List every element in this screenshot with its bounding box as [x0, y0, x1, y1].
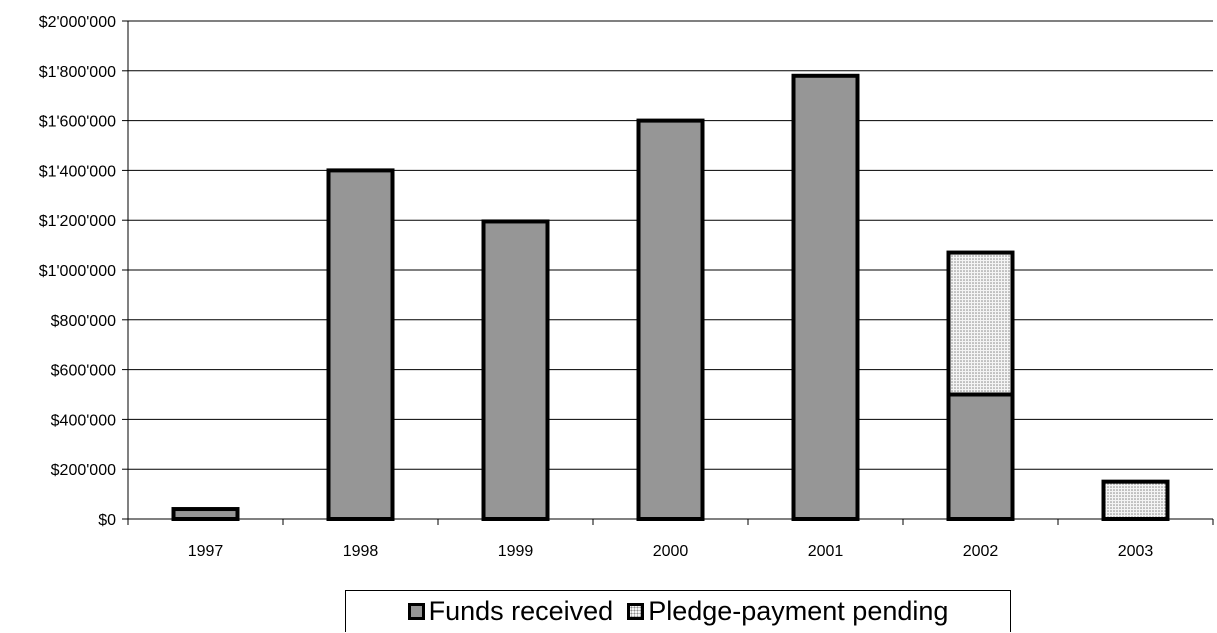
y-tick-label: $600'000 — [51, 363, 116, 380]
bars — [171, 73, 1170, 522]
legend-swatch-pledge — [627, 603, 645, 620]
legend-swatch-funds — [407, 603, 425, 620]
legend: Funds received Pledge-payment pending — [345, 590, 1011, 632]
y-tick-label: $1'000'000 — [39, 263, 116, 280]
y-tick-label: $1'800'000 — [39, 64, 116, 81]
y-axis: $0 $200'000 $400'000 $600'000 $800'000 $1'000… — [39, 14, 129, 529]
legend-label-pledge: Pledge-payment pending — [648, 596, 949, 626]
x-tick-label: 1999 — [498, 543, 534, 560]
x-tick-label: 2001 — [808, 543, 844, 560]
legend-label-funds: Funds received — [428, 596, 614, 626]
x-tick-label: 2003 — [1118, 543, 1154, 560]
bar-pledge-pending-2002 — [946, 250, 1015, 397]
y-tick-label: $400'000 — [51, 412, 116, 429]
x-axis: 1997 1998 1999 2000 2001 2002 2003 — [127, 518, 1214, 560]
y-tick-label: $2'000'000 — [39, 14, 116, 31]
x-tick-label: 2000 — [653, 543, 689, 560]
y-tick-label: $200'000 — [51, 462, 116, 479]
bar-funds-received-2002 — [946, 392, 1015, 521]
y-tick-label: $1'200'000 — [39, 213, 116, 230]
bar-funds-received-1999 — [481, 219, 550, 521]
bar-funds-received-1998 — [326, 168, 395, 521]
x-tick-label: 2002 — [963, 543, 999, 560]
x-tick-label: 1997 — [188, 543, 224, 560]
y-tick-label: $1'400'000 — [39, 163, 116, 180]
y-tick-label: $1'600'000 — [39, 114, 116, 131]
y-tick-label: $800'000 — [51, 313, 116, 330]
legend-item-funds: Funds received — [407, 596, 614, 627]
x-tick-label: 1998 — [343, 543, 379, 560]
legend-item-pledge: Pledge-payment pending — [627, 596, 948, 627]
chart: $0 $200'000 $400'000 $600'000 $800'000 $1'000… — [39, 14, 1214, 560]
bar-pledge-pending-2003 — [1101, 479, 1170, 521]
bar-funds-received-2001 — [791, 73, 860, 521]
bar-funds-received-1997 — [171, 507, 240, 522]
bar-funds-received-2000 — [636, 118, 705, 521]
y-tick-label: $0 — [98, 512, 116, 529]
